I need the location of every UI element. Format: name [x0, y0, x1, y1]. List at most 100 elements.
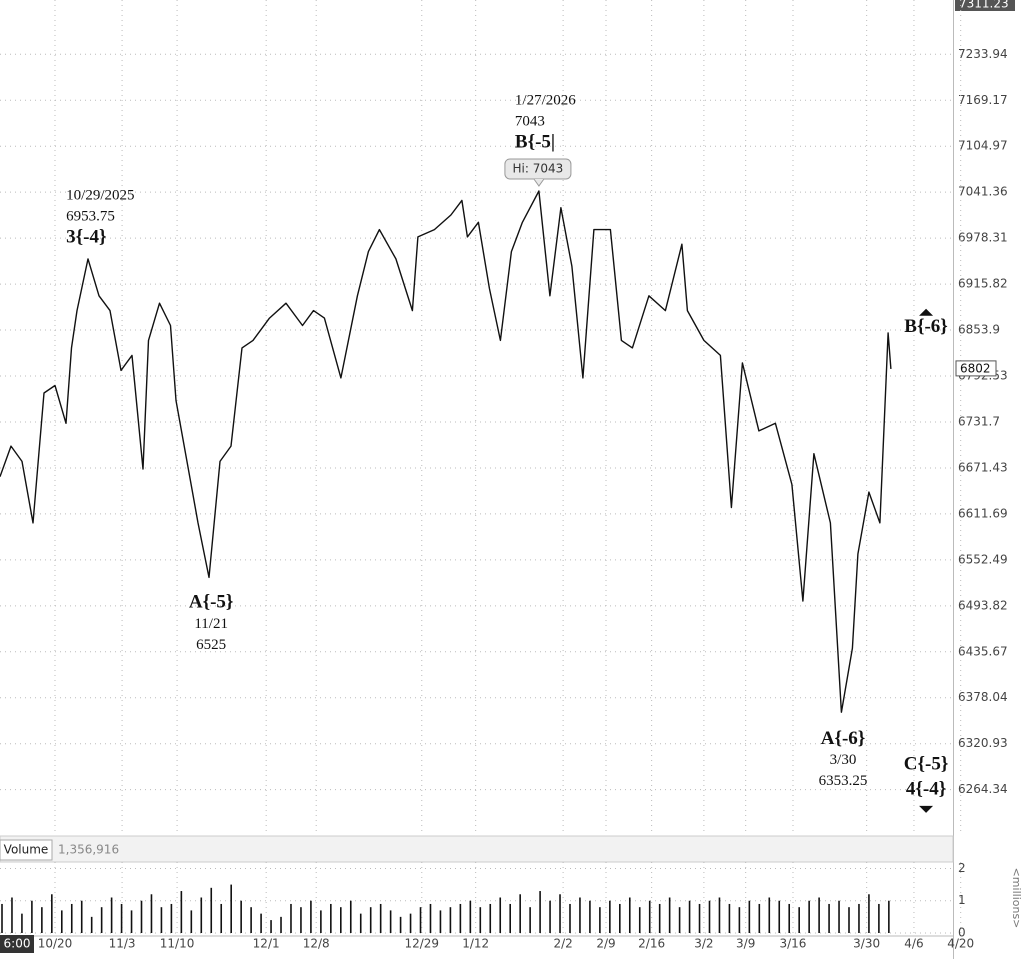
- wave-label: 1/27/2026: [515, 92, 576, 108]
- volume-title-box: [0, 839, 53, 861]
- volume-bar: [80, 900, 83, 933]
- volume-bar: [818, 897, 820, 933]
- last-price-box: [955, 360, 997, 377]
- volume-bar: [41, 907, 43, 933]
- volume-bar: [120, 903, 123, 933]
- volume-bar: [579, 897, 581, 933]
- volume-bar: [778, 900, 781, 933]
- volume-bar: [808, 900, 810, 933]
- volume-bar: [300, 907, 302, 933]
- volume-bar: [180, 891, 183, 933]
- volume-value: 1,356,916: [58, 843, 119, 857]
- wave-label: B{-6}: [904, 316, 947, 337]
- volume-bar: [868, 894, 870, 933]
- volume-bar: [658, 903, 661, 933]
- x-tick-label: 3/16: [779, 937, 806, 951]
- x-tick-label: 3/30: [853, 937, 880, 951]
- y-tick-label: 6853.9: [958, 323, 1000, 337]
- volume-bar: [210, 887, 213, 933]
- y-limit-box: [955, 0, 1015, 11]
- volume-bar: [160, 907, 163, 933]
- y-tick-label: 6264.34: [958, 782, 1008, 796]
- high-label: Hi: 7043: [513, 161, 564, 175]
- volume-bar: [230, 884, 232, 933]
- wave-label: A{-6}: [821, 728, 866, 749]
- wave-label: B{-5|: [515, 131, 555, 152]
- volume-bar: [280, 916, 282, 933]
- volume-tick-label: 0: [958, 926, 966, 940]
- volume-bar: [140, 900, 143, 933]
- volume-unit: <millions>: [1010, 868, 1023, 929]
- volume-tick-label: 2: [958, 861, 966, 875]
- volume-bar: [130, 910, 133, 933]
- volume-bar: [559, 894, 561, 933]
- volume-bar: [758, 903, 761, 933]
- volume-bar: [539, 891, 541, 933]
- volume-bar: [31, 900, 33, 933]
- y-tick-label: 6731.7: [958, 414, 1000, 428]
- x-tick-label: 6:00: [4, 937, 31, 951]
- volume-bar: [798, 907, 800, 933]
- volume-bar: [469, 900, 472, 933]
- volume-bar: [788, 903, 791, 933]
- volume-bar: [768, 897, 771, 933]
- volume-bar: [250, 907, 252, 933]
- volume-bar: [439, 910, 442, 933]
- volume-bar: [519, 894, 521, 933]
- volume-bar: [270, 920, 272, 933]
- wave-label: A{-5}: [189, 592, 234, 613]
- y-tick-label: 6435.67: [958, 644, 1008, 658]
- volume-bar: [718, 897, 721, 933]
- volume-bar: [848, 907, 850, 933]
- wave-label: 3{-4}: [66, 227, 106, 248]
- y-tick-label: 6671.43: [958, 460, 1008, 474]
- x-tick-label: 2/16: [638, 937, 665, 951]
- volume-bar: [459, 903, 462, 933]
- volume-bar: [858, 903, 860, 933]
- x-tick-label: 12/1: [253, 937, 280, 951]
- x-tick-label: 4/20: [947, 937, 974, 951]
- volume-bar: [529, 907, 531, 933]
- y-tick-label: 6552.49: [958, 552, 1008, 566]
- volume-bar: [379, 903, 382, 933]
- volume-bar: [589, 900, 591, 933]
- wave-label: 6525: [196, 637, 226, 653]
- volume-bar: [349, 900, 352, 933]
- wave-label: 3/30: [830, 752, 857, 768]
- y-tick-label: 7041.36: [958, 185, 1008, 199]
- volume-bar: [628, 897, 631, 933]
- volume-bar: [419, 907, 422, 933]
- x-tick-label: 4/6: [904, 937, 923, 951]
- volume-bar: [828, 903, 830, 933]
- wave-label: 10/29/2025: [66, 188, 134, 204]
- wave-label: 11/21: [194, 616, 228, 632]
- volume-bar: [11, 897, 13, 933]
- volume-bar: [389, 910, 392, 933]
- volume-bar: [509, 903, 512, 933]
- time-box: [0, 935, 34, 953]
- volume-bar: [499, 897, 502, 933]
- volume-bar: [60, 910, 63, 933]
- volume-bar: [150, 894, 153, 933]
- y-tick-label: 6493.82: [958, 598, 1008, 612]
- volume-bar: [320, 910, 322, 933]
- x-tick-label: 2/2: [553, 937, 572, 951]
- volume-bar: [688, 900, 691, 933]
- wave-label: 6353.25: [819, 773, 868, 789]
- volume-bar: [110, 897, 113, 933]
- volume-bar: [728, 903, 731, 933]
- volume-bar: [200, 897, 203, 933]
- volume-bar: [648, 900, 651, 933]
- y-tick-label: 7104.97: [958, 139, 1008, 153]
- volume-bar: [399, 916, 402, 933]
- volume-bar: [170, 903, 173, 933]
- volume-bar: [479, 907, 482, 933]
- high-bubble-tip: [533, 178, 545, 187]
- volume-bar: [668, 897, 671, 933]
- volume-bar: [569, 903, 571, 933]
- volume-bar: [290, 903, 292, 933]
- x-tick-label: 2/9: [596, 937, 615, 951]
- last-price-label: 6802: [960, 361, 991, 375]
- y-tick-label: 6378.04: [958, 690, 1008, 704]
